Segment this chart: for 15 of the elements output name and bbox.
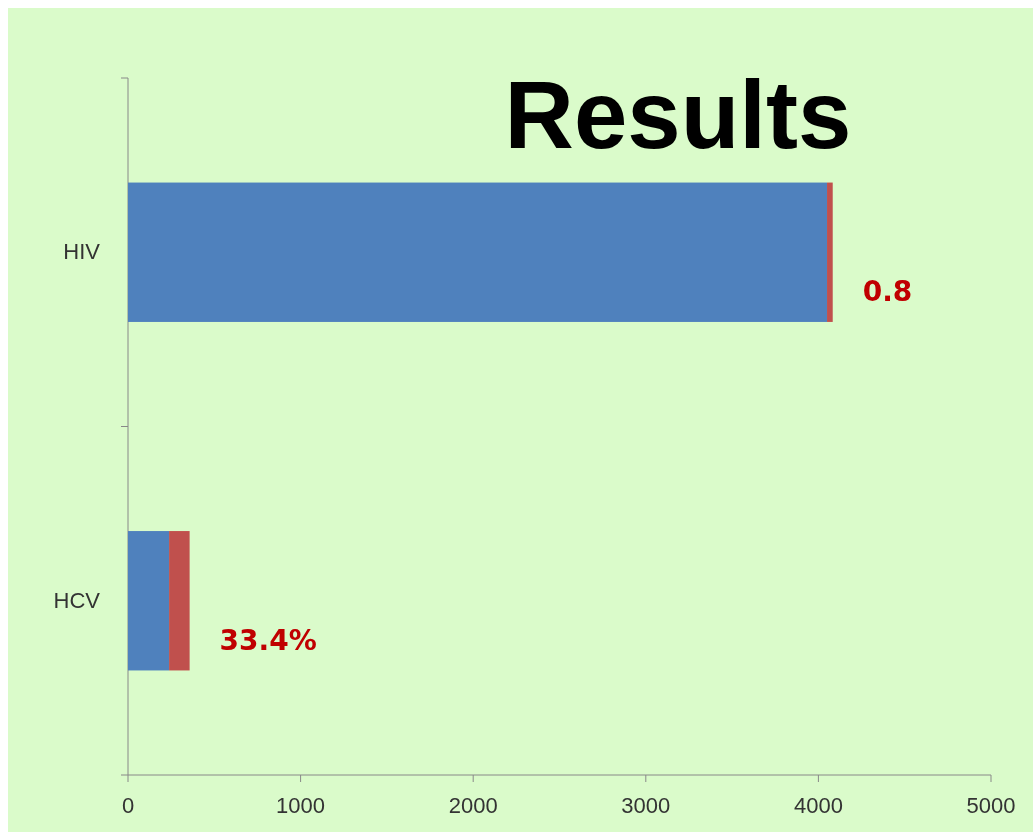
x-tick-label: 3000	[621, 793, 671, 818]
x-tick-label: 5000	[966, 793, 1016, 818]
chart-title: Results	[504, 61, 852, 168]
x-tick-label: 0	[121, 793, 135, 818]
y-tick-label: HIV	[63, 239, 101, 265]
bar	[128, 182, 828, 322]
bar	[827, 182, 833, 322]
x-tick-label: 2000	[448, 793, 498, 818]
annotation: 0.8	[862, 275, 913, 309]
bar	[169, 531, 190, 671]
annotation: 33.4%	[219, 623, 317, 657]
bar	[128, 531, 170, 671]
x-tick-label: 1000	[276, 793, 326, 818]
x-tick-label: 4000	[793, 793, 843, 818]
y-tick-label: HCV	[53, 587, 101, 613]
